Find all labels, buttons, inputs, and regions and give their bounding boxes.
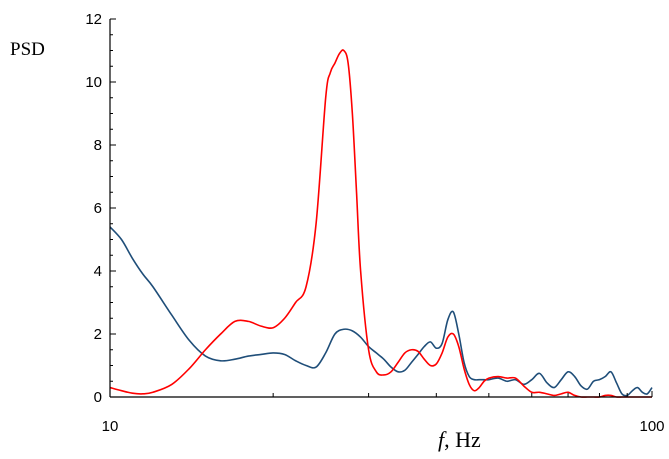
x-axis-title: f, Hz (438, 427, 481, 452)
x-tick-label: 10 (102, 418, 119, 435)
y-tick-label: 2 (94, 326, 102, 343)
x-tick-label: 100 (639, 418, 664, 435)
y-tick-label: 6 (94, 200, 102, 217)
series-line-red (109, 49, 652, 398)
y-tick-label: 0 (94, 389, 102, 406)
y-tick-label: 10 (85, 74, 102, 91)
x-axis-title-unit: , Hz (444, 427, 481, 452)
axes-layer: 0 2 4 6 8 10 12 10 100 (85, 11, 664, 435)
y-tick-label: 12 (85, 11, 102, 28)
y-tick-label: 8 (94, 137, 102, 154)
y-tick-label: 4 (94, 263, 102, 280)
x-axis-title-symbol: f (438, 427, 447, 452)
series-layer (109, 49, 653, 398)
series-line-blue (109, 226, 653, 397)
y-axis-title: PSD (10, 39, 45, 60)
